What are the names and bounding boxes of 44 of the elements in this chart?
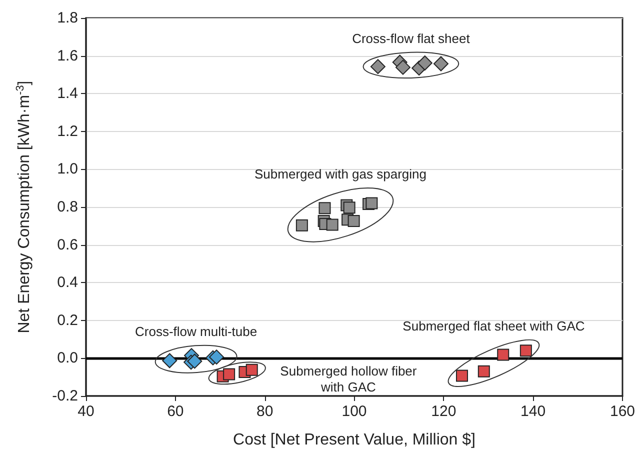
x-axis-title: Cost [Net Present Value, Million $] (233, 432, 476, 448)
point (433, 56, 448, 72)
point (478, 365, 490, 378)
point (497, 348, 510, 361)
x-tick-label: 140 (520, 403, 546, 420)
annotation: Cross-flow multi-tube (135, 324, 258, 339)
y-tick-label: 1.8 (57, 10, 78, 26)
point (366, 197, 378, 210)
annotation: Cross-flow flat sheet (352, 30, 470, 46)
y-tick-label: 0.0 (57, 350, 78, 367)
y-tick-label: 0.8 (57, 198, 78, 216)
y-tick-label: 1.0 (57, 160, 78, 178)
point (456, 370, 468, 382)
point (520, 344, 532, 357)
point (326, 218, 338, 231)
y-tick-label: 0.2 (57, 312, 78, 329)
point (395, 60, 410, 75)
point (246, 364, 258, 376)
annotation: Submerged flat sheet with GAC (402, 318, 585, 334)
x-tick-label: 100 (342, 403, 367, 420)
point (162, 353, 178, 368)
point (343, 202, 356, 214)
y-tick-label: 1.4 (57, 85, 78, 102)
y-tick-label: -0.2 (52, 388, 78, 404)
x-tick-label: 160 (610, 403, 635, 420)
point (417, 55, 432, 70)
point (296, 219, 308, 232)
y-tick-label: 0.4 (57, 274, 78, 292)
y-tick-label: 1.6 (57, 47, 78, 64)
x-tick-label: 80 (256, 403, 274, 420)
point (223, 368, 236, 380)
point (318, 202, 331, 214)
point (370, 59, 386, 74)
x-tick-label: 40 (78, 403, 94, 420)
annotation: Submerged with gas sparging (254, 166, 427, 182)
x-tick-label: 120 (431, 403, 456, 420)
point (348, 214, 360, 227)
y-tick-label: 1.2 (57, 122, 78, 140)
point (209, 350, 224, 365)
point (187, 354, 202, 369)
y-tick-label: 0.6 (57, 236, 78, 254)
annotation: Submerged hollow fiber with GAC (280, 364, 418, 395)
x-tick-label: 60 (167, 403, 184, 420)
y-axis-title: Net Energy Consumption [kWh·m-3] (14, 80, 33, 334)
